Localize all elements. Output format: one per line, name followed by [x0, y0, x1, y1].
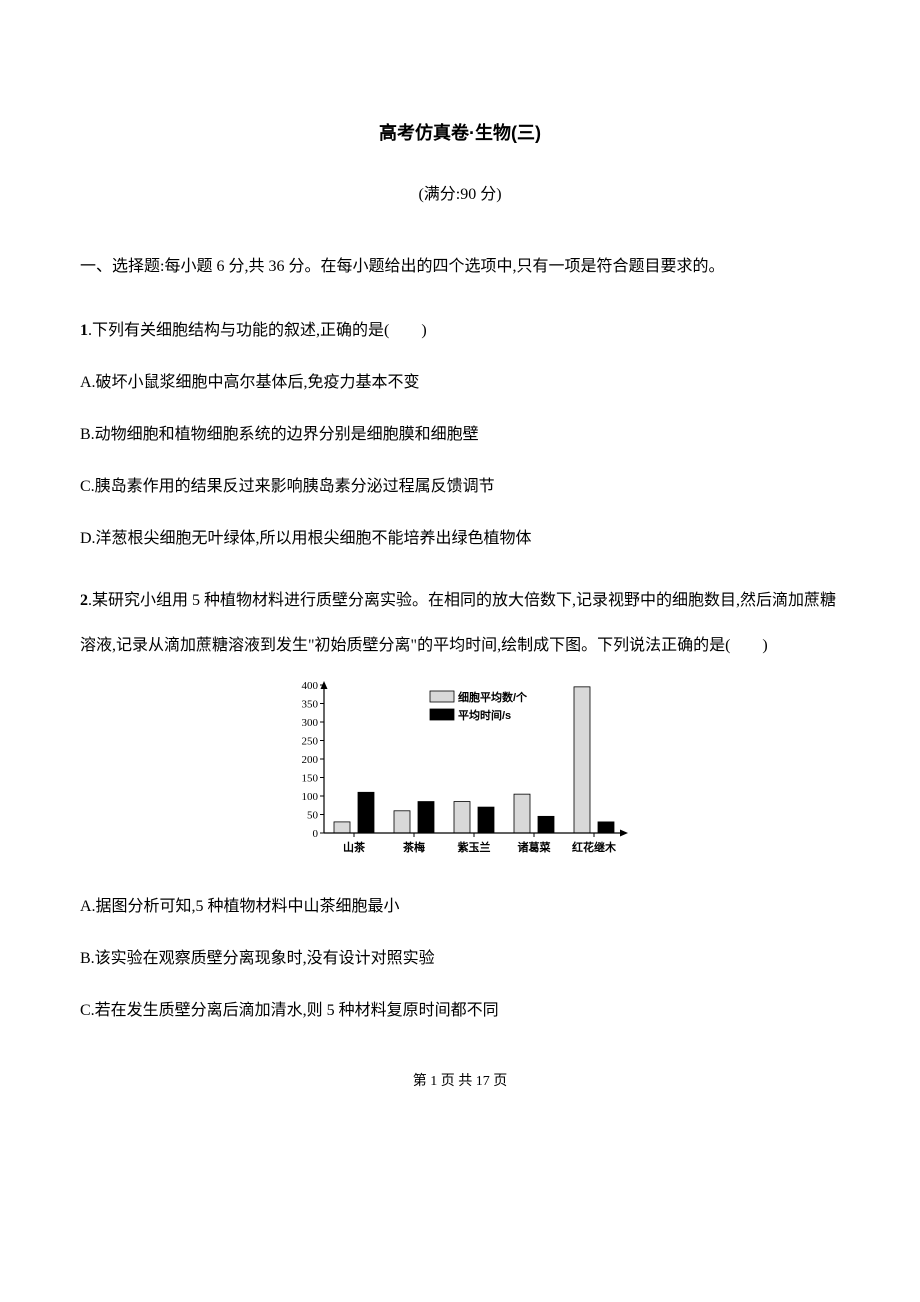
svg-text:300: 300 [302, 717, 319, 729]
footer-mid: 页 共 [437, 1074, 476, 1089]
footer-total: 17 [476, 1074, 490, 1089]
q2-stem: 2.某研究小组用 5 种植物材料进行质壁分离实验。在相同的放大倍数下,记录视野中… [80, 579, 840, 669]
svg-text:150: 150 [302, 772, 319, 784]
svg-text:紫玉兰: 紫玉兰 [458, 840, 491, 854]
q1-option-c: C.胰岛素作用的结果反过来影响胰岛素分泌过程属反馈调节 [80, 475, 840, 499]
svg-text:0: 0 [313, 828, 319, 840]
q1-option-b: B.动物细胞和植物细胞系统的边界分别是细胞膜和细胞壁 [80, 423, 840, 447]
q1-number: 1 [80, 322, 88, 339]
svg-text:100: 100 [302, 791, 319, 803]
chart-container: 0 50 100 150 200 250 300 350 400 山茶 茶梅 紫玉兰 诸葛菜 红花继木 细胞… [80, 677, 840, 867]
footer-prefix: 第 [413, 1074, 431, 1089]
page-title: 高考仿真卷·生物(三) [80, 120, 840, 147]
svg-text:茶梅: 茶梅 [402, 840, 425, 854]
section-intro: 一、选择题:每小题 6 分,共 36 分。在每小题给出的四个选项中,只有一项是符… [80, 255, 840, 279]
svg-text:山茶: 山茶 [343, 840, 366, 854]
q2-option-b: B.该实验在观察质壁分离现象时,没有设计对照实验 [80, 947, 840, 971]
svg-text:400: 400 [302, 680, 319, 692]
score-line: (满分:90 分) [80, 183, 840, 207]
svg-text:200: 200 [302, 754, 319, 766]
svg-text:250: 250 [302, 735, 319, 747]
q2-number: 2 [80, 592, 88, 609]
svg-text:平均时间/s: 平均时间/s [458, 708, 511, 722]
q1-stem: 1.下列有关细胞结构与功能的叙述,正确的是( ) [80, 319, 840, 343]
q1-option-d: D.洋葱根尖细胞无叶绿体,所以用根尖细胞不能培养出绿色植物体 [80, 527, 840, 551]
q1-text: .下列有关细胞结构与功能的叙述,正确的是( ) [88, 322, 427, 339]
q2-option-a: A.据图分析可知,5 种植物材料中山茶细胞最小 [80, 895, 840, 919]
q1-option-a: A.破坏小鼠浆细胞中高尔基体后,免疫力基本不变 [80, 371, 840, 395]
svg-text:350: 350 [302, 698, 319, 710]
q2-option-c: C.若在发生质壁分离后滴加清水,则 5 种材料复原时间都不同 [80, 999, 840, 1023]
svg-text:红花继木: 红花继木 [572, 840, 617, 854]
svg-text:诸葛菜: 诸葛菜 [518, 840, 552, 854]
footer-suffix: 页 [490, 1074, 508, 1089]
bar-chart: 0 50 100 150 200 250 300 350 400 山茶 茶梅 紫玉兰 诸葛菜 红花继木 细胞… [280, 677, 640, 867]
svg-text:细胞平均数/个: 细胞平均数/个 [458, 690, 528, 704]
bar-chart-svg: 0 50 100 150 200 250 300 350 400 山茶 茶梅 紫玉兰 诸葛菜 红花继木 细胞… [280, 677, 640, 867]
q2-text: .某研究小组用 5 种植物材料进行质壁分离实验。在相同的放大倍数下,记录视野中的… [80, 592, 836, 654]
page-footer: 第 1 页 共 17 页 [80, 1071, 840, 1092]
svg-text:50: 50 [307, 809, 319, 821]
